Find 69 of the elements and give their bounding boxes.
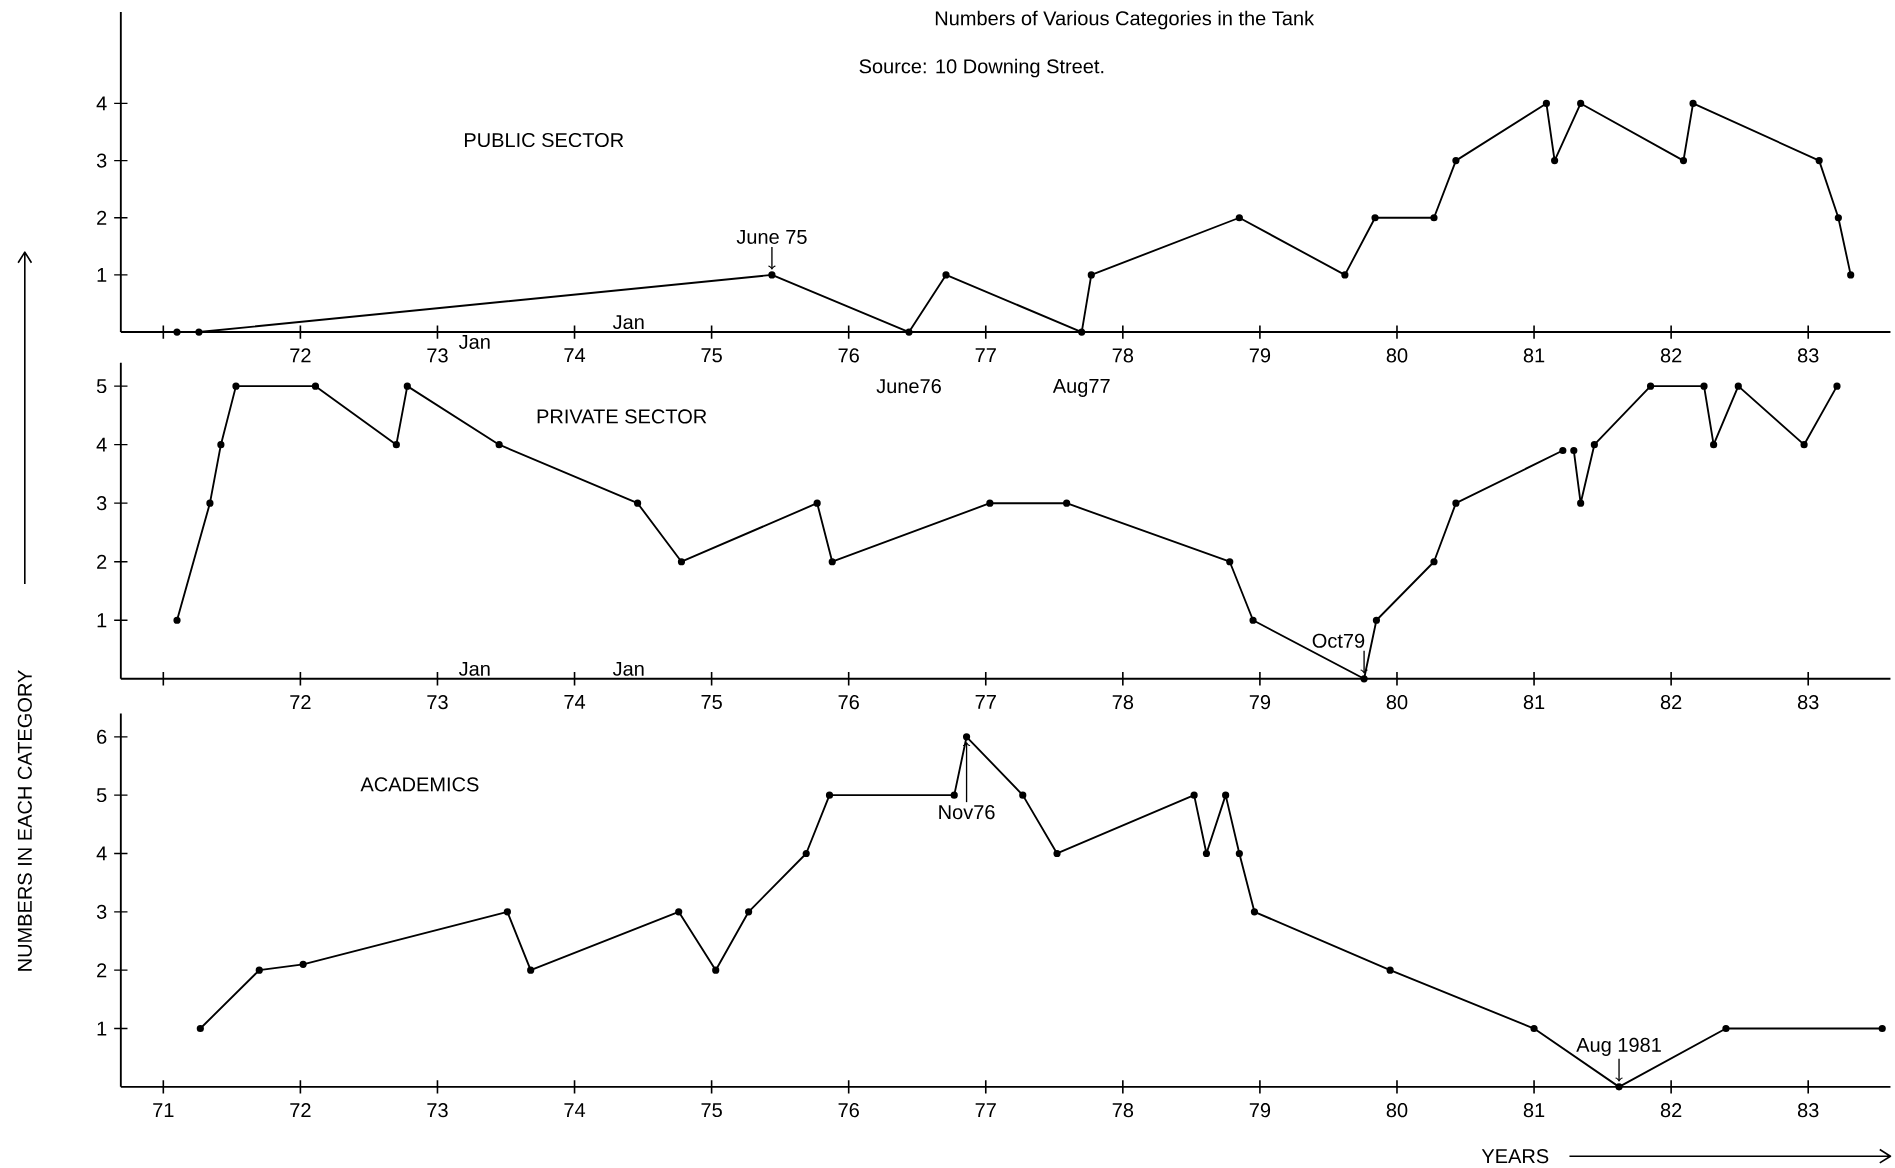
x-tick-label: 77	[975, 694, 996, 709]
annotation: Aug 1981	[1576, 1037, 1661, 1056]
text: ACADEMICS	[360, 777, 479, 792]
y-tick-label: 4	[96, 96, 107, 111]
x-tick-label: 78	[1112, 694, 1134, 710]
x-tick-label: 81	[1523, 348, 1545, 363]
annotation: Aug77	[1052, 378, 1110, 397]
x-tick-label: 75	[701, 1103, 722, 1117]
y-tick-label: 5	[96, 788, 107, 803]
x-tick-label: 79	[1249, 348, 1271, 363]
text: Source: 10 Downing Street.	[859, 58, 1104, 78]
x-tick-label: 83	[1797, 348, 1819, 363]
annotation: Nov76	[939, 804, 995, 820]
x-tick-label: 73	[427, 694, 448, 710]
x-tick-label: 76	[838, 348, 859, 363]
x-tick-label: 83	[1797, 1103, 1819, 1118]
x-tick-label: 80	[1386, 694, 1408, 710]
x-tick-label: 81	[1523, 1103, 1545, 1118]
series-label: PRIVATE SECTOR	[537, 409, 707, 424]
x-tick-label: 82	[1660, 348, 1682, 363]
x-tick-label: 76	[838, 694, 859, 710]
y-tick-label: 2	[97, 210, 107, 225]
x-tick-label: 81	[1523, 694, 1545, 710]
x-tick-label: 80	[1386, 1103, 1408, 1118]
y-tick-label: 1	[97, 1021, 107, 1036]
annotation: Jan	[612, 661, 644, 676]
x-tick-label: 77	[975, 1103, 996, 1117]
y-axis-title: NUMBERS IN EACH CATEGORY	[17, 670, 32, 971]
x-tick-label: 71	[153, 1103, 174, 1117]
x-tick-label: 74	[564, 694, 586, 709]
x-tick-label: 83	[1797, 694, 1819, 710]
x-tick-label: 74	[564, 348, 586, 362]
x-tick-label: 82	[1660, 694, 1682, 710]
y-tick-label: 4	[96, 846, 107, 861]
x-tick-label: 82	[1660, 1103, 1682, 1118]
x-tick-label: 75	[701, 348, 722, 363]
x-tick-label: 72	[290, 348, 311, 363]
y-tick-label: 3	[96, 153, 107, 168]
annotation: Oct79	[1312, 633, 1365, 648]
y-tick-label: 5	[96, 379, 107, 394]
annotation: Jan	[612, 315, 644, 330]
x-tick-label: 76	[838, 1103, 859, 1118]
annotation: Jan	[458, 661, 490, 676]
annotation: June 75	[736, 229, 807, 244]
y-tick-label: 2	[97, 963, 107, 978]
x-tick-label: 79	[1249, 1103, 1271, 1118]
y-tick-label: 2	[97, 554, 107, 569]
y-tick-label: 4	[96, 437, 107, 452]
x-tick-label: 72	[290, 694, 311, 709]
x-axis-title: YEARS	[1481, 1149, 1549, 1164]
x-tick-label: 78	[1112, 348, 1134, 363]
x-tick-label: 73	[427, 348, 448, 363]
annotation: June76	[876, 378, 941, 394]
y-tick-label: 6	[97, 729, 107, 744]
text: Jan	[458, 334, 490, 349]
x-tick-label: 78	[1112, 1103, 1134, 1118]
x-tick-label: 74	[564, 1103, 586, 1117]
y-tick-label: 1	[97, 613, 107, 628]
x-tick-label: 79	[1249, 694, 1271, 710]
text: PUBLIC SECTOR	[464, 132, 624, 147]
x-tick-label: 73	[427, 1103, 448, 1118]
chart-title: Numbers of Various Categories in the Tank	[935, 10, 1315, 30]
y-tick-label: 1	[97, 267, 107, 282]
y-tick-label: 3	[96, 496, 107, 511]
x-tick-label: 77	[975, 348, 996, 362]
y-tick-label: 3	[96, 904, 107, 919]
x-tick-label: 80	[1386, 348, 1408, 363]
x-tick-label: 72	[290, 1103, 311, 1117]
x-tick-label: 75	[701, 694, 722, 709]
